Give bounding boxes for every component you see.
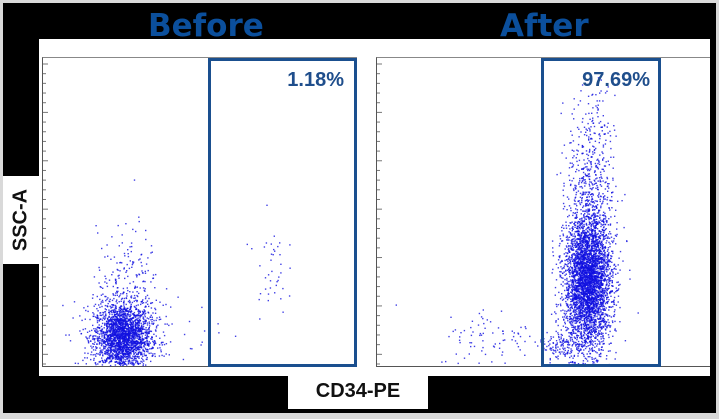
before-gate-percent: 1.18% — [287, 69, 344, 91]
after-gate: 97.69% — [541, 58, 661, 367]
panel-title-after: After — [500, 8, 589, 44]
panel-title-before: Before — [148, 8, 264, 44]
before-scatter-points — [43, 63, 291, 367]
x-axis-label-box: CD34-PE — [288, 376, 428, 409]
after-gate-percent: 97.69% — [582, 69, 650, 91]
y-axis-label-box: SSC-A — [3, 176, 39, 264]
after-scatter-plot: 97.69% — [376, 57, 710, 367]
x-axis-label: CD34-PE — [315, 380, 401, 402]
before-gate: 1.18% — [208, 58, 357, 367]
y-axis-label: SSC-A — [9, 188, 32, 252]
before-scatter-plot: 1.18% — [42, 57, 357, 367]
after-scatter-points — [377, 63, 639, 367]
